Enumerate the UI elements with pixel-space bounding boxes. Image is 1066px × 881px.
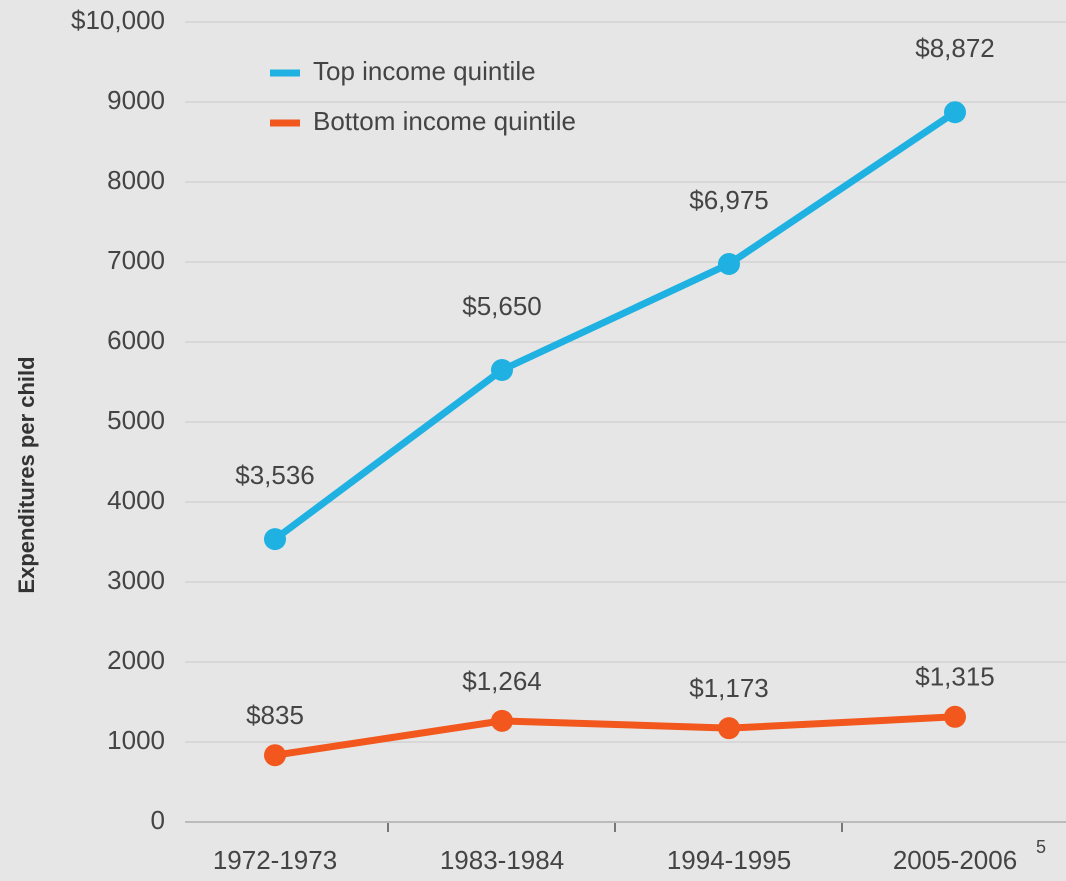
point xyxy=(491,709,513,732)
y-tick-label: 7000 xyxy=(107,245,165,275)
data-label: $8,872 xyxy=(915,33,995,63)
x-tick-label: 1994-1995 xyxy=(667,845,791,875)
x-tick-label: 1972-1973 xyxy=(213,845,337,875)
x-tick-label: 1983-1984 xyxy=(440,845,564,875)
y-tick-label: 6000 xyxy=(107,325,165,355)
y-tick-label: 9000 xyxy=(107,85,165,115)
series-line xyxy=(274,713,956,759)
data-label: $1,173 xyxy=(689,673,769,703)
y-tick-label: 2000 xyxy=(107,645,165,675)
data-label: $6,975 xyxy=(689,185,769,215)
data-label: $3,536 xyxy=(235,460,315,490)
legend-label: Bottom income quintile xyxy=(313,106,576,136)
data-label: $1,264 xyxy=(462,666,542,696)
series-line xyxy=(272,109,957,542)
point xyxy=(491,359,513,381)
point xyxy=(718,253,740,275)
data-label: $1,315 xyxy=(915,662,995,692)
y-tick-label: 0 xyxy=(151,805,165,835)
point xyxy=(264,528,286,551)
y-tick-label: 4000 xyxy=(107,485,165,515)
legend-label: Top income quintile xyxy=(313,56,536,86)
y-axis-title: Expenditures per child xyxy=(14,356,39,593)
y-tick-label: $10,000 xyxy=(71,5,165,35)
point xyxy=(944,705,966,728)
y-tick-label: 8000 xyxy=(107,165,165,195)
data-label: $5,650 xyxy=(462,291,542,321)
y-tick-label: 1000 xyxy=(107,725,165,755)
x-tick-label: 2005-2006 xyxy=(893,845,1017,875)
y-tick-label: 3000 xyxy=(107,565,165,595)
footnote: 5 xyxy=(1036,837,1046,857)
point xyxy=(944,101,966,124)
y-tick-label: 5000 xyxy=(107,405,165,435)
point xyxy=(264,744,286,767)
point xyxy=(718,717,740,740)
data-label: $835 xyxy=(246,700,304,730)
